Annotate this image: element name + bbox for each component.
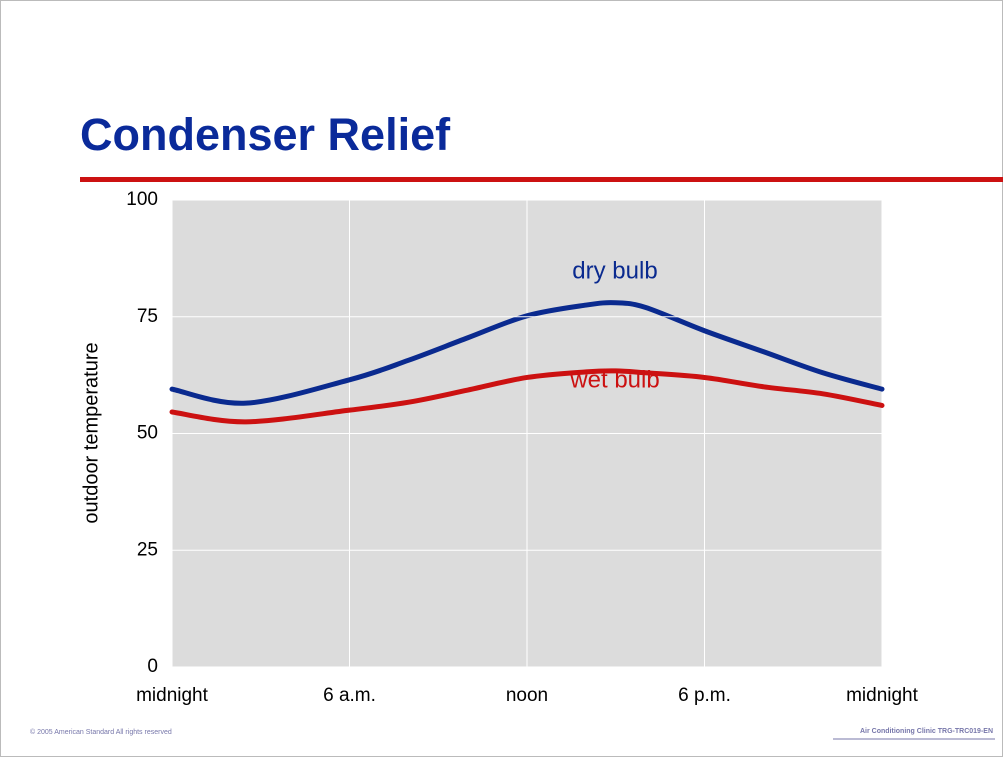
x-tick-label: 6 a.m. [323, 685, 376, 706]
y-axis-label: outdoor temperature [80, 342, 102, 523]
y-tick-label: 0 [147, 656, 158, 677]
series-label: dry bulb [572, 257, 657, 284]
y-tick-label: 75 [137, 306, 158, 327]
title-rule [80, 177, 1003, 182]
y-tick-label: 100 [126, 189, 158, 210]
y-tick-label: 50 [137, 423, 158, 444]
x-tick-label: noon [506, 685, 548, 706]
series-line [169, 368, 885, 425]
y-tick-label: 25 [137, 539, 158, 560]
x-tick-label: midnight [136, 685, 209, 706]
footer-left: © 2005 American Standard All rights rese… [30, 728, 172, 736]
slide-title: Condenser Relief [80, 109, 451, 160]
series-line [169, 300, 885, 406]
series-group [169, 300, 885, 425]
x-tick-label: midnight [846, 685, 919, 706]
footer-right: Air Conditioning Clinic TRG-TRC019-EN [860, 728, 993, 735]
series-label: wet bulb [569, 366, 659, 393]
x-tick-label: 6 p.m. [678, 685, 731, 706]
